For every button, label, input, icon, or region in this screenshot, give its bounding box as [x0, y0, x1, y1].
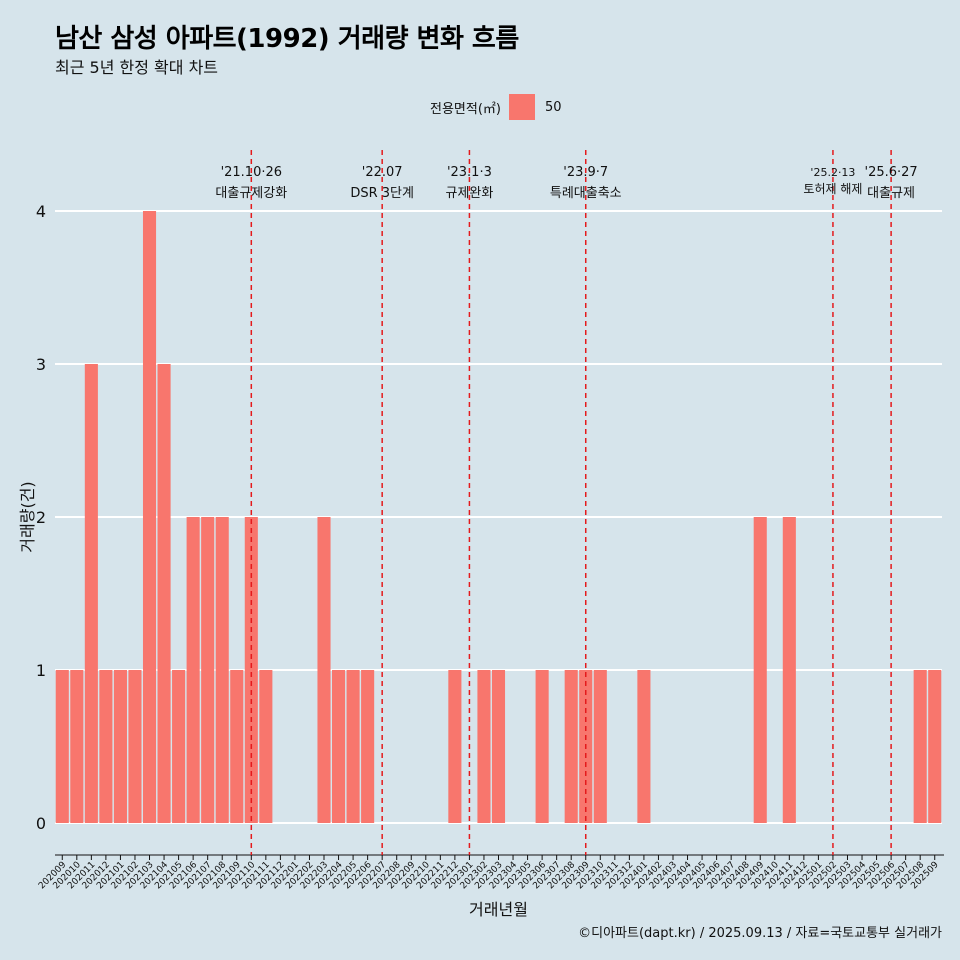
bar — [637, 670, 651, 823]
event-date-label: '22.07 — [362, 165, 403, 180]
legend-label: 50 — [544, 99, 562, 115]
bar — [332, 670, 346, 823]
bar — [172, 670, 186, 823]
legend: 전용면적(㎡) 50 — [430, 94, 562, 120]
y-tick-label: 2 — [36, 508, 46, 527]
bar — [186, 517, 200, 823]
event-label: 대출규제 — [867, 186, 915, 201]
event-date-label: '21.10·26 — [221, 165, 282, 180]
bar — [913, 670, 927, 823]
bar — [477, 670, 491, 823]
bar — [491, 670, 506, 823]
event-label: 특례대출축소 — [550, 186, 622, 201]
bar — [128, 670, 142, 823]
bar — [70, 670, 84, 823]
y-tick-label: 1 — [36, 661, 46, 680]
bar — [84, 364, 98, 823]
chart-subtitle: 최근 5년 한정 확대 차트 — [55, 58, 219, 77]
bar — [55, 670, 69, 823]
bar — [928, 670, 942, 823]
bar — [259, 670, 273, 823]
y-tick-label: 0 — [36, 814, 46, 833]
legend-title: 전용면적(㎡) — [430, 101, 501, 117]
event-label: 대출규제강화 — [215, 186, 287, 201]
event-label: 토허제 해제 — [803, 182, 862, 196]
bar — [99, 670, 113, 823]
bar — [142, 211, 157, 823]
legend-swatch — [508, 94, 535, 120]
bar — [113, 670, 127, 823]
event-date-label: '23.1·3 — [447, 165, 492, 180]
bar — [215, 517, 229, 823]
bar — [448, 670, 462, 823]
bar — [157, 364, 171, 823]
y-tick-label: 3 — [36, 355, 46, 374]
source-caption: ©디아파트(dapt.kr) / 2025.09.13 / 자료=국토교통부 실… — [578, 926, 942, 941]
bar — [361, 670, 375, 823]
bar — [201, 517, 215, 823]
x-axis-title: 거래년월 — [469, 900, 528, 919]
bar — [230, 670, 244, 823]
chart-title: 남산 삼성 아파트(1992) 거래량 변화 흐름 — [55, 24, 519, 54]
bar — [564, 670, 578, 823]
event-date-label: '25.2·13 — [810, 166, 855, 179]
bar — [317, 517, 331, 823]
y-tick-label: 4 — [36, 202, 46, 221]
bar — [346, 670, 360, 823]
bar — [535, 670, 549, 823]
event-date-label: '23.9·7 — [563, 165, 608, 180]
bar — [593, 670, 607, 823]
bar — [782, 517, 796, 823]
bar — [753, 517, 767, 823]
event-label: DSR 3단계 — [350, 186, 414, 201]
y-axis-title: 거래량(건) — [18, 481, 37, 552]
event-label: 규제완화 — [445, 186, 493, 201]
event-date-label: '25.6·27 — [865, 165, 918, 180]
bar — [244, 517, 258, 823]
